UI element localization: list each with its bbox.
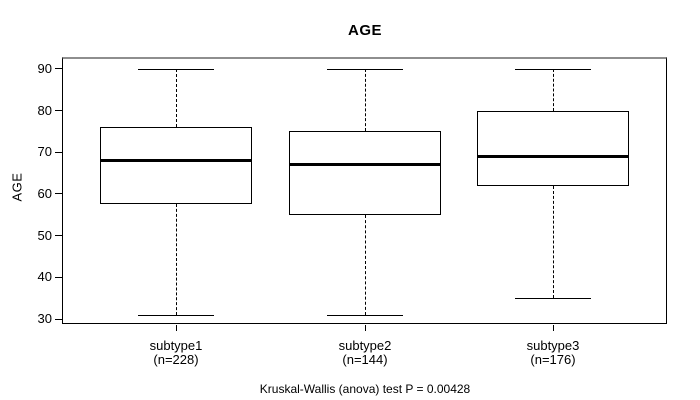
y-tick-label: 30 [37,311,52,326]
upper-whisker-cap [515,68,591,70]
lower-whisker-cap [515,298,591,300]
median-line [290,163,440,167]
stat-test-annotation: Kruskal-Wallis (anova) test P = 0.00428 [259,382,471,396]
y-tick-mark [55,318,62,320]
category-name: subtype1 [149,338,203,353]
category-count: (n=228) [153,351,199,367]
iqr-box [289,131,441,215]
y-tick-mark [55,235,62,237]
median-line [478,154,628,158]
category-count: (n=144) [342,351,388,367]
lower-whisker-cap [327,314,403,316]
median-line [101,159,251,163]
y-tick-label: 80 [37,102,52,118]
upper-whisker [176,68,177,128]
y-tick-mark [55,68,62,70]
y-tick-mark [55,276,62,278]
chart-title: AGE [347,22,382,39]
iqr-box [100,127,252,205]
y-axis-title: AGE [9,172,25,202]
category-name: subtype3 [526,338,580,353]
y-tick-mark [55,110,62,112]
category-label: subtype1 (n=228) [106,339,246,366]
x-tick-mark [553,325,554,331]
y-tick-label: 70 [37,144,52,160]
category-name: subtype2 [338,338,392,353]
lower-whisker [176,204,177,315]
lower-whisker [553,185,554,299]
y-tick-mark [55,193,62,195]
upper-whisker [553,68,554,111]
iqr-box [477,110,629,186]
upper-whisker-cap [327,68,403,70]
category-count: (n=176) [530,351,576,367]
x-tick-mark [176,325,177,331]
y-tick-label: 60 [37,185,52,201]
upper-whisker [365,68,366,132]
category-label: subtype3 (n=176) [483,339,623,366]
y-tick-mark [55,151,62,153]
lower-whisker [365,214,366,315]
upper-whisker-cap [138,68,214,70]
x-tick-mark [365,325,366,331]
category-label: subtype2 (n=144) [295,339,435,366]
y-tick-label: 50 [37,227,52,243]
y-tick-label: 90 [37,60,52,76]
lower-whisker-cap [138,314,214,316]
y-tick-label: 40 [37,269,52,285]
